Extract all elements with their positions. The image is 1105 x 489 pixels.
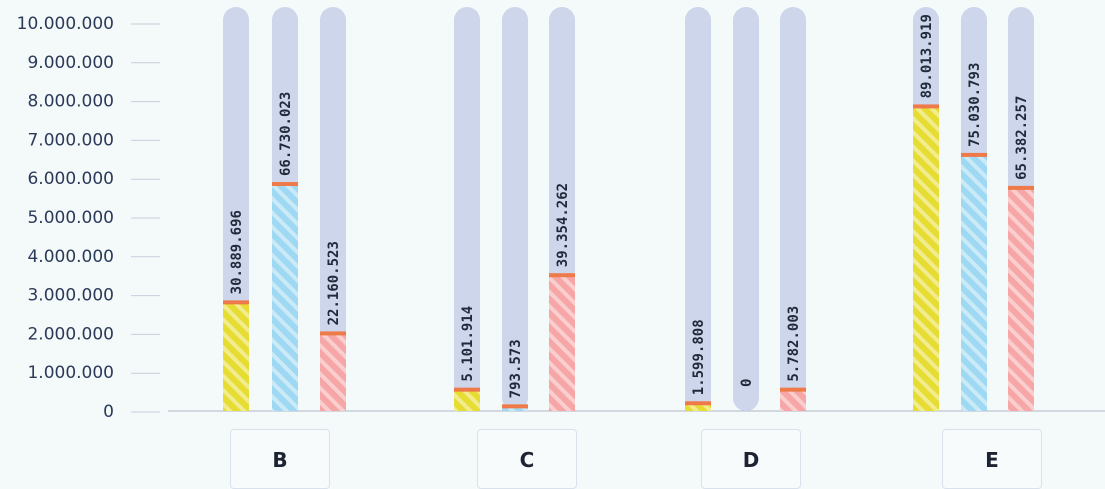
bar xyxy=(1008,187,1034,411)
bar-value-label: 75.030.793 xyxy=(967,63,983,147)
bar xyxy=(780,389,806,411)
bar-track xyxy=(320,7,346,411)
bar-cap xyxy=(223,300,249,305)
y-tick-label: 6.000.000 xyxy=(27,169,114,189)
y-tick-label: 4.000.000 xyxy=(27,247,114,267)
bar-group-c-1: 5.101.914 xyxy=(454,7,480,411)
bar-cap xyxy=(549,273,575,278)
y-tick-label: 10.000.000 xyxy=(17,14,114,34)
bar-cap xyxy=(961,152,987,157)
bar-group-c-2: 793.573 xyxy=(502,7,528,411)
bar-value-label: 5.782.003 xyxy=(786,306,802,382)
y-tick-label: 0 xyxy=(103,402,114,422)
category-label-b: B xyxy=(272,448,288,472)
bar xyxy=(549,275,575,411)
bar-value-label: 65.382.257 xyxy=(1014,96,1030,180)
bar-group-c-3: 39.354.262 xyxy=(549,7,575,411)
bar-group-b-1: 30.889.696 xyxy=(223,7,249,411)
bar-group-b-2: 66.730.023 xyxy=(272,7,298,411)
category-box-d: D xyxy=(701,429,801,489)
bar-value-label: 30.889.696 xyxy=(229,210,245,294)
bar xyxy=(502,406,528,411)
bar-value-label: 793.573 xyxy=(508,339,524,398)
y-tick-label: 9.000.000 xyxy=(27,53,114,73)
bar xyxy=(272,184,298,411)
bar-track xyxy=(502,7,528,411)
bar-cap xyxy=(272,182,298,187)
bar-cap xyxy=(502,404,528,409)
bar-value-label: 39.354.262 xyxy=(555,183,571,267)
bar xyxy=(913,106,939,412)
bar xyxy=(320,333,346,411)
bar xyxy=(454,389,480,411)
bar-value-label: 1.599.808 xyxy=(691,319,707,395)
bar xyxy=(685,403,711,411)
bar-group-d-1: 1.599.808 xyxy=(685,7,711,411)
bar-cap xyxy=(780,387,806,392)
bar-value-label: 5.101.914 xyxy=(460,306,476,382)
y-tick-label: 7.000.000 xyxy=(27,130,114,150)
bar xyxy=(961,154,987,412)
bar-value-label: 66.730.023 xyxy=(278,92,294,176)
y-tick-label: 5.000.000 xyxy=(27,208,114,228)
bar-group-d-3: 5.782.003 xyxy=(780,7,806,411)
bar-cap xyxy=(685,401,711,406)
bar xyxy=(223,302,249,411)
bar-track xyxy=(733,7,759,411)
category-box-c: C xyxy=(477,429,577,489)
bar-value-label: 89.013.919 xyxy=(919,14,935,98)
bar-cap xyxy=(320,331,346,336)
y-tick-label: 3.000.000 xyxy=(27,286,114,306)
bar-cap xyxy=(913,104,939,109)
bar-group-d-2: 0 xyxy=(733,7,759,411)
y-tick-label: 8.000.000 xyxy=(27,92,114,112)
category-label-d: D xyxy=(742,448,760,472)
bar-cap xyxy=(454,387,480,392)
y-tick-label: 2.000.000 xyxy=(27,324,114,344)
bar-value-label: 0 xyxy=(739,379,755,387)
category-label-e: E xyxy=(985,448,999,472)
bar-value-label: 22.160.523 xyxy=(326,241,342,325)
bar-group-e-2: 75.030.793 xyxy=(961,7,987,412)
bar-track xyxy=(685,7,711,411)
bar-track xyxy=(454,7,480,411)
category-box-e: E xyxy=(942,429,1042,489)
bar-group-e-3: 65.382.257 xyxy=(1008,7,1034,411)
bar-group-e-1: 89.013.919 xyxy=(913,7,939,412)
bar-cap xyxy=(1008,185,1034,190)
category-box-b: B xyxy=(230,429,330,489)
bar-track xyxy=(780,7,806,411)
category-label-c: C xyxy=(519,448,535,472)
bar-group-b-3: 22.160.523 xyxy=(320,7,346,411)
y-tick-label: 1.000.000 xyxy=(27,363,114,383)
